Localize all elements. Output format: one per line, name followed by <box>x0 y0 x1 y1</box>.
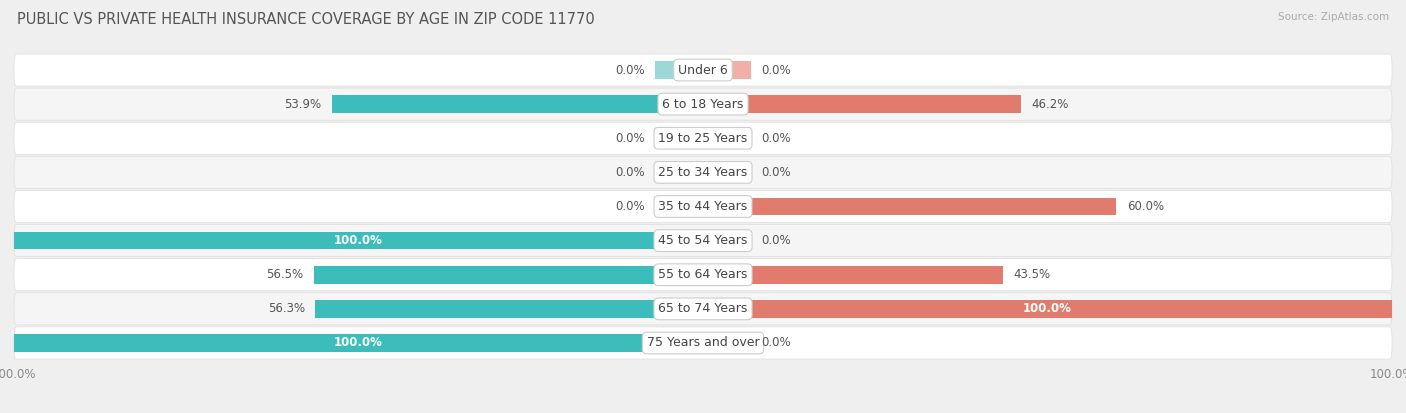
Text: 53.9%: 53.9% <box>284 97 322 111</box>
Text: 56.5%: 56.5% <box>266 268 304 281</box>
Bar <box>14 334 703 352</box>
FancyBboxPatch shape <box>14 327 1392 359</box>
Text: 65 to 74 Years: 65 to 74 Years <box>658 302 748 316</box>
Bar <box>314 266 703 284</box>
Text: 75 Years and over: 75 Years and over <box>647 337 759 349</box>
Bar <box>315 300 703 318</box>
Bar <box>703 266 1002 284</box>
Text: 6 to 18 Years: 6 to 18 Years <box>662 97 744 111</box>
Bar <box>655 164 703 181</box>
Text: 0.0%: 0.0% <box>614 166 644 179</box>
Text: 46.2%: 46.2% <box>1032 97 1069 111</box>
Text: 0.0%: 0.0% <box>762 337 792 349</box>
FancyBboxPatch shape <box>14 157 1392 188</box>
FancyBboxPatch shape <box>14 225 1392 256</box>
Text: 35 to 44 Years: 35 to 44 Years <box>658 200 748 213</box>
Text: 43.5%: 43.5% <box>1012 268 1050 281</box>
Bar <box>655 129 703 147</box>
Bar <box>655 198 703 215</box>
Text: 45 to 54 Years: 45 to 54 Years <box>658 234 748 247</box>
Text: 0.0%: 0.0% <box>614 200 644 213</box>
Text: 0.0%: 0.0% <box>762 166 792 179</box>
Bar <box>703 129 751 147</box>
Bar <box>703 232 751 249</box>
FancyBboxPatch shape <box>14 88 1392 120</box>
Text: 0.0%: 0.0% <box>614 132 644 145</box>
FancyBboxPatch shape <box>14 122 1392 154</box>
Text: 55 to 64 Years: 55 to 64 Years <box>658 268 748 281</box>
Text: 25 to 34 Years: 25 to 34 Years <box>658 166 748 179</box>
Bar <box>14 232 703 249</box>
FancyBboxPatch shape <box>14 190 1392 223</box>
Text: Under 6: Under 6 <box>678 64 728 76</box>
Text: PUBLIC VS PRIVATE HEALTH INSURANCE COVERAGE BY AGE IN ZIP CODE 11770: PUBLIC VS PRIVATE HEALTH INSURANCE COVER… <box>17 12 595 27</box>
FancyBboxPatch shape <box>14 293 1392 325</box>
Text: 0.0%: 0.0% <box>762 234 792 247</box>
Text: 0.0%: 0.0% <box>762 132 792 145</box>
Text: 0.0%: 0.0% <box>762 64 792 76</box>
Text: Source: ZipAtlas.com: Source: ZipAtlas.com <box>1278 12 1389 22</box>
Text: 19 to 25 Years: 19 to 25 Years <box>658 132 748 145</box>
Bar <box>703 300 1392 318</box>
Text: 56.3%: 56.3% <box>267 302 305 316</box>
FancyBboxPatch shape <box>14 259 1392 291</box>
Text: 100.0%: 100.0% <box>1024 302 1071 316</box>
Bar <box>703 164 751 181</box>
Bar <box>703 334 751 352</box>
Bar <box>655 61 703 79</box>
Bar <box>703 95 1021 113</box>
Bar <box>703 61 751 79</box>
Text: 100.0%: 100.0% <box>335 234 382 247</box>
Text: 60.0%: 60.0% <box>1126 200 1164 213</box>
Bar <box>332 95 703 113</box>
FancyBboxPatch shape <box>14 54 1392 86</box>
Bar <box>703 198 1116 215</box>
Text: 100.0%: 100.0% <box>335 337 382 349</box>
Text: 0.0%: 0.0% <box>614 64 644 76</box>
